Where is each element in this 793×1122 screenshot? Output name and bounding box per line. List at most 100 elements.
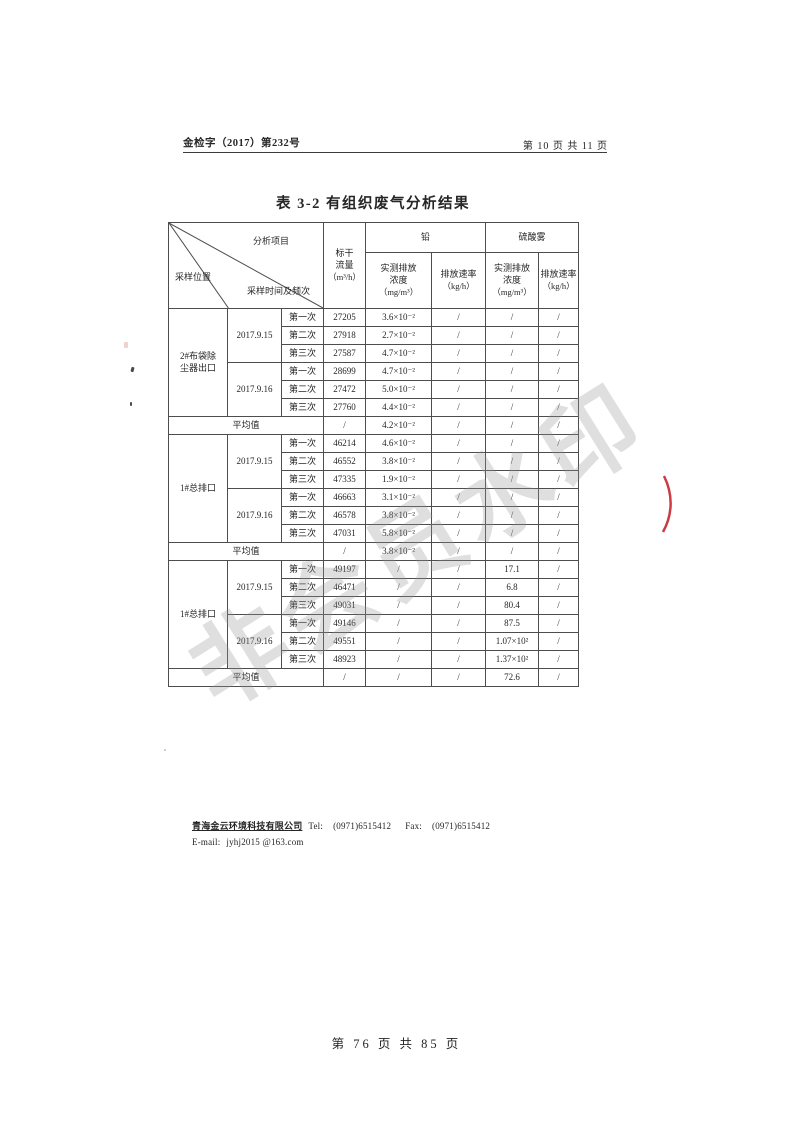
cell-mist-conc: / (485, 542, 540, 561)
cell-mist-rate: / (538, 506, 580, 525)
scan-speck (130, 366, 135, 373)
cell-seq: 第一次 (280, 560, 325, 579)
cell-mist-rate: / (538, 614, 580, 633)
cell-date: 2017.9.15 (227, 308, 282, 363)
cell-lead-conc: 3.6×10⁻² (365, 308, 433, 327)
cell-lead-rate: / (431, 542, 487, 561)
cell-mist-rate: / (538, 326, 580, 345)
cell-seq: 第三次 (280, 470, 325, 489)
cell-lead-rate: / (431, 344, 487, 363)
cell-flow: 27472 (323, 380, 367, 399)
analysis-results-table: 分析项目 采样位置 采样时间及频次 标干 流量 （m³/h） 铅 硫酸雾 实测排… (167, 222, 580, 687)
table-row: 2#布袋除 尘器出口 2017.9.15 第一次 27205 3.6×10⁻² … (168, 308, 580, 417)
cell-lead-conc: 3.8×10⁻² (365, 506, 433, 525)
cell-lead-conc: 2.7×10⁻² (365, 326, 433, 345)
cell-lead-conc: / (365, 596, 433, 615)
cell-lead-rate: / (431, 668, 487, 687)
cell-mist-conc: 87.5 (485, 614, 540, 633)
cell-flow: 46471 (323, 578, 367, 597)
table-row: 第三次 47335 1.9×10⁻² / / / (169, 470, 580, 489)
cell-seq: 第三次 (280, 596, 325, 615)
cell-mist-rate: / (538, 596, 580, 615)
cell-lead-rate: / (431, 506, 487, 525)
cell-mist-conc: / (485, 308, 540, 327)
cell-date: 2017.9.16 (227, 362, 282, 417)
cell-seq: 第一次 (280, 488, 325, 507)
cell-mist-conc: / (485, 380, 540, 399)
conc-unit: （mg/m³） (492, 286, 532, 297)
cell-seq: 第二次 (280, 380, 325, 399)
flow-unit: （m³/h） (328, 271, 361, 282)
cell-lead-conc: / (365, 632, 433, 651)
cell-mist-conc: / (485, 434, 540, 453)
cell-date: 2017.9.16 (227, 488, 282, 543)
cell-flow: 49146 (323, 614, 367, 633)
cell-mist-conc: / (485, 344, 540, 363)
cell-flow: 49551 (323, 632, 367, 651)
average-row: 平均值 / / / 72.6 / (167, 668, 580, 687)
cell-lead-rate: / (431, 362, 487, 381)
cell-seq: 第三次 (280, 344, 325, 363)
cell-lead-conc: 5.8×10⁻² (365, 524, 433, 543)
cell-mist-conc: / (485, 416, 540, 435)
conc-title: 实测排放 浓度 (494, 263, 531, 285)
cell-flow: 27760 (323, 398, 367, 417)
cell-lead-rate: / (431, 398, 487, 417)
header-rule (183, 152, 607, 153)
rate-title: 排放速率 (540, 269, 577, 280)
cell-seq: 第三次 (280, 524, 325, 543)
flow-title: 标干 流量 (335, 248, 354, 270)
corner-label-sampling-time: 采样时间及频次 (247, 286, 311, 296)
cell-mist-conc: / (485, 398, 540, 417)
cell-lead-conc: / (365, 560, 433, 579)
cell-mist-conc: / (485, 452, 540, 471)
group-header-mist: 硫酸雾 (485, 222, 580, 253)
cell-mist-conc: / (485, 524, 540, 543)
cell-mist-rate: / (538, 488, 580, 507)
cell-average-label: 平均值 (167, 416, 325, 435)
table-row: 2017.9.16 第一次 49146 / / 87.5 / (169, 614, 580, 669)
page-number: 第 76 页 共 85 页 (331, 1037, 462, 1051)
company-name: 青海金云环境科技有限公司 (192, 821, 303, 831)
cell-mist-rate: / (538, 524, 580, 543)
cell-mist-conc: 1.37×10² (485, 650, 540, 669)
cell-lead-conc: 3.8×10⁻² (365, 452, 433, 471)
cell-mist-rate: / (538, 578, 580, 597)
cell-lead-conc: 1.9×10⁻² (365, 470, 433, 489)
cell-mist-rate: / (538, 308, 580, 327)
cell-location: 2#布袋除 尘器出口 (168, 308, 228, 417)
cell-lead-rate: / (431, 308, 487, 327)
cell-lead-conc: 4.2×10⁻² (365, 416, 433, 435)
average-row: 平均值 / 3.8×10⁻² / / / (167, 542, 580, 561)
cell-lead-rate: / (431, 560, 487, 579)
cell-mist-conc: 1.07×10² (485, 632, 540, 651)
tel-label: Tel: (308, 821, 324, 831)
table-row: 第三次 47031 5.8×10⁻² / / / (169, 524, 580, 543)
cell-lead-rate: / (431, 578, 487, 597)
cell-lead-conc: / (365, 668, 433, 687)
cell-mist-conc: / (485, 470, 540, 489)
table-header-row-1: 分析项目 采样位置 采样时间及频次 标干 流量 （m³/h） 铅 硫酸雾 (167, 222, 580, 309)
cell-flow: 46552 (323, 452, 367, 471)
cell-mist-rate: / (538, 542, 580, 561)
cell-lead-rate: / (431, 434, 487, 453)
doc-number: 金检字（2017）第232号 (183, 138, 301, 149)
cell-mist-conc: / (485, 506, 540, 525)
cell-flow: / (323, 542, 367, 561)
cell-flow: 28699 (323, 362, 367, 381)
cell-mist-rate: / (538, 632, 580, 651)
cell-seq: 第一次 (280, 614, 325, 633)
cell-mist-conc: 6.8 (485, 578, 540, 597)
cell-lead-conc: 4.4×10⁻² (365, 398, 433, 417)
table-row: 1#总排口 2017.9.15 第一次 46214 4.6×10⁻² / / / (168, 434, 580, 543)
table-row: 第二次 46471 / / 6.8 / (169, 578, 580, 597)
cell-mist-conc: 17.1 (485, 560, 540, 579)
cell-mist-rate: / (538, 470, 580, 489)
cell-lead-rate: / (431, 326, 487, 345)
cell-flow: 46663 (323, 488, 367, 507)
cell-flow: 47335 (323, 470, 367, 489)
cell-lead-conc: 5.0×10⁻² (365, 380, 433, 399)
cell-flow: 27918 (323, 326, 367, 345)
email-label: E-mail: (192, 837, 221, 848)
cell-flow: 48923 (323, 650, 367, 669)
